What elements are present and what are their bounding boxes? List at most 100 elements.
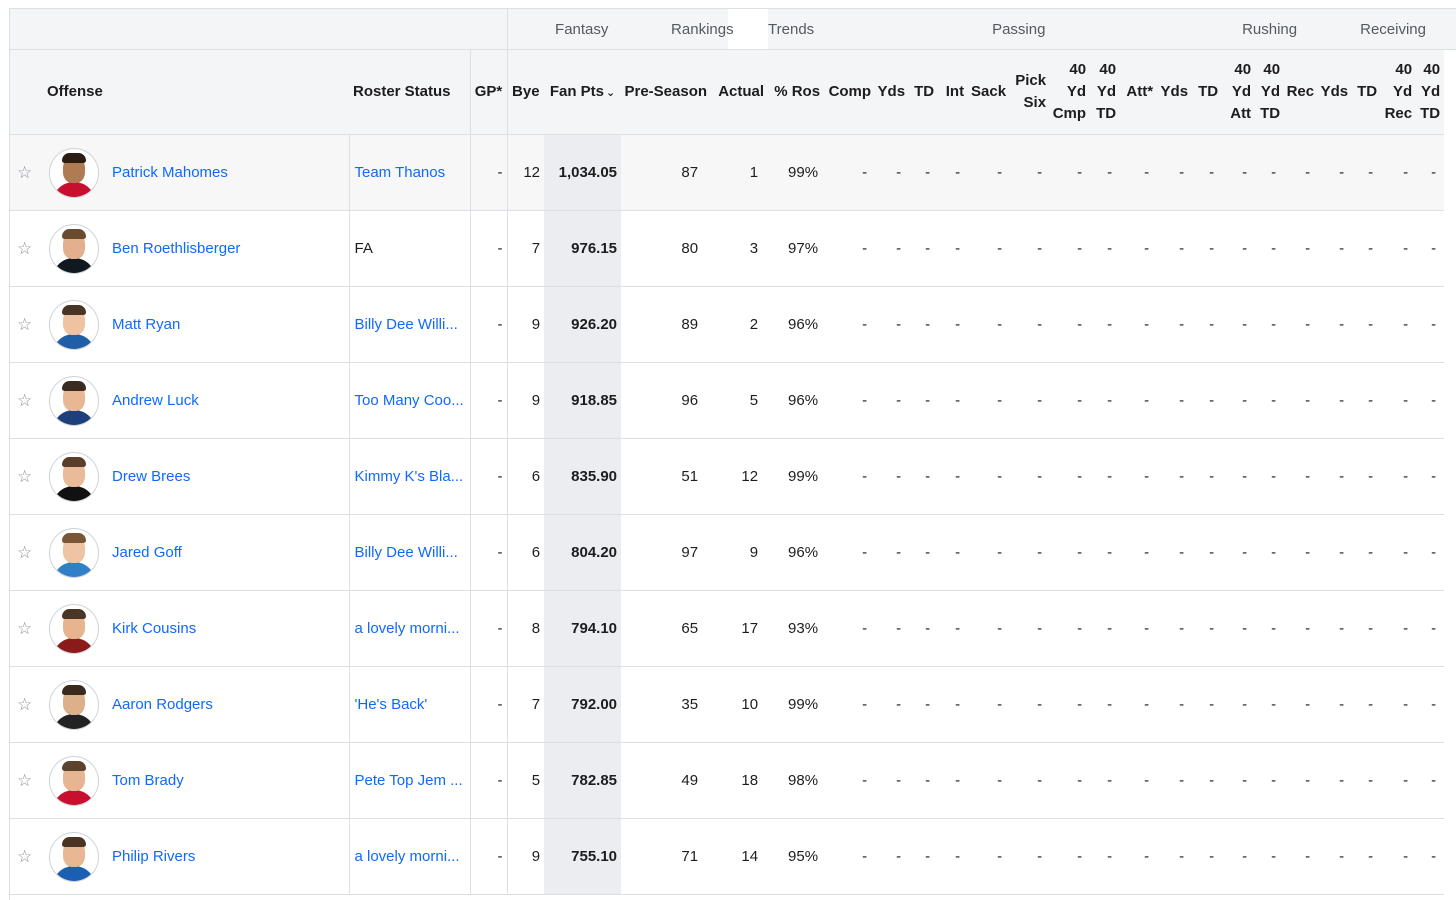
roster-status-link[interactable]: a lovely morni...	[354, 848, 460, 865]
col-comp[interactable]: Comp	[824, 49, 876, 135]
col-rush-40-td[interactable]: 40 Yd TD	[1255, 49, 1285, 135]
avatar-jersey	[52, 485, 96, 501]
player-name-link[interactable]: Ben Roethlisberger	[112, 240, 241, 257]
player-avatar[interactable]	[49, 527, 99, 578]
star-icon[interactable]: ☆	[17, 162, 33, 182]
fan-pts-cell: 782.85	[544, 742, 622, 819]
roster-status-link[interactable]: Pete Top Jem ...	[354, 772, 463, 789]
rec-td-cell: -	[1352, 134, 1382, 211]
player-name-link[interactable]: Matt Ryan	[112, 316, 181, 333]
col-rec-td[interactable]: TD	[1352, 49, 1382, 135]
player-name-link[interactable]: Kirk Cousins	[112, 620, 197, 637]
rec-40-rec-cell: -	[1381, 590, 1417, 667]
gp-cell: -	[469, 742, 508, 819]
roster-status-link[interactable]: Billy Dee Willi...	[354, 544, 458, 561]
pre-season-cell: 49	[621, 742, 712, 819]
pass-yds-cell: -	[875, 210, 910, 287]
rush-40-td-cell: -	[1255, 514, 1285, 591]
player-avatar[interactable]	[49, 451, 99, 502]
col-sack[interactable]: Sack	[968, 49, 1011, 135]
col-rush-td[interactable]: TD	[1192, 49, 1223, 135]
col-int[interactable]: Int	[938, 49, 969, 135]
player-name-link[interactable]: Jared Goff	[112, 544, 182, 561]
player-name-link[interactable]: Patrick Mahomes	[112, 164, 228, 181]
col-rush-40-att[interactable]: 40 Yd Att	[1222, 49, 1256, 135]
rec-40-rec-cell: -	[1381, 742, 1417, 819]
roster-status-link[interactable]: Kimmy K's Bla...	[354, 468, 464, 485]
player-name-link[interactable]: Aaron Rodgers	[112, 696, 213, 713]
player-avatar[interactable]	[49, 755, 99, 806]
col-rec-40-rec[interactable]: 40 Yd Rec	[1381, 49, 1417, 135]
col-rec[interactable]: Rec	[1284, 49, 1319, 135]
player-avatar[interactable]	[49, 603, 99, 654]
rush-att-cell: -	[1120, 590, 1158, 667]
rec-yds-cell: -	[1318, 514, 1353, 591]
gp-cell: -	[469, 210, 508, 287]
rec-yds-cell: -	[1318, 134, 1353, 211]
col-roster-status[interactable]: Roster Status	[349, 49, 470, 135]
player-avatar[interactable]	[49, 831, 99, 882]
col-offense[interactable]: Offense	[10, 49, 349, 135]
roster-status-link[interactable]: Billy Dee Willi...	[354, 316, 458, 333]
col-pass-td[interactable]: TD	[909, 49, 939, 135]
col-fan-pts-label: Fan Pts	[549, 82, 605, 100]
actual-cell: 12	[711, 438, 769, 515]
star-icon[interactable]: ☆	[17, 770, 33, 790]
gp-cell: -	[469, 286, 508, 363]
roster-status-link[interactable]: Too Many Coo...	[354, 392, 464, 409]
rush-yds-cell: -	[1157, 590, 1193, 667]
roster-status-link[interactable]: 'He's Back'	[354, 696, 428, 713]
star-icon[interactable]: ☆	[17, 618, 33, 638]
player-avatar[interactable]	[49, 147, 99, 198]
pass-40-cmp-cell: -	[1050, 742, 1091, 819]
col-fan-pts[interactable]: Fan Pts ⌄	[544, 49, 622, 135]
col-pct-ros[interactable]: % Ros	[768, 49, 825, 135]
player-avatar[interactable]	[49, 375, 99, 426]
col-bye[interactable]: Bye	[506, 49, 545, 135]
pass-yds-cell: -	[875, 286, 910, 363]
col-pre-season[interactable]: Pre-Season	[621, 49, 712, 135]
player-avatar[interactable]	[49, 223, 99, 274]
col-rec-yds[interactable]: Yds	[1318, 49, 1353, 135]
star-icon[interactable]: ☆	[17, 466, 33, 486]
star-icon[interactable]: ☆	[17, 846, 33, 866]
col-rec-40-td[interactable]: 40 Yd TD	[1416, 49, 1445, 135]
col-pick-six[interactable]: Pick Six	[1010, 49, 1051, 135]
ros-cell: 99%	[768, 666, 825, 743]
gp-cell: -	[469, 134, 508, 211]
player-name-link[interactable]: Philip Rivers	[112, 848, 196, 865]
pass-td-cell: -	[909, 818, 939, 895]
group-header-rankings: Rankings	[671, 9, 734, 50]
gp-cell: -	[469, 590, 508, 667]
roster-status-link[interactable]: a lovely morni...	[354, 620, 460, 637]
col-pass-yds[interactable]: Yds	[875, 49, 910, 135]
col-rush-yds[interactable]: Yds	[1157, 49, 1193, 135]
rec-cell: -	[1284, 438, 1319, 515]
group-header-blank	[10, 9, 508, 50]
col-rush-att[interactable]: Att*	[1120, 49, 1158, 135]
star-icon[interactable]: ☆	[17, 542, 33, 562]
col-pass-40-td[interactable]: 40 Yd TD	[1090, 49, 1121, 135]
player-name-link[interactable]: Andrew Luck	[112, 392, 199, 409]
rec-40-rec-cell: -	[1381, 210, 1417, 287]
rush-40-td-cell: -	[1255, 818, 1285, 895]
roster-status-link[interactable]: Team Thanos	[354, 164, 446, 181]
star-icon[interactable]: ☆	[17, 314, 33, 334]
player-name-link[interactable]: Tom Brady	[112, 772, 184, 789]
rec-td-cell: -	[1352, 818, 1382, 895]
player-avatar[interactable]	[49, 299, 99, 350]
rec-yds-cell: -	[1318, 438, 1353, 515]
pass-td-cell: -	[909, 362, 939, 439]
rec-yds-cell: -	[1318, 210, 1353, 287]
player-avatar[interactable]	[49, 679, 99, 730]
col-gp[interactable]: GP*	[469, 49, 508, 135]
player-name-link[interactable]: Drew Brees	[112, 468, 191, 485]
col-actual[interactable]: Actual	[711, 49, 769, 135]
star-icon[interactable]: ☆	[17, 238, 33, 258]
gp-cell: -	[469, 666, 508, 743]
col-pass-40-cmp[interactable]: 40 Yd Cmp	[1050, 49, 1091, 135]
rec-yds-cell: -	[1318, 666, 1353, 743]
star-icon[interactable]: ☆	[17, 390, 33, 410]
star-icon[interactable]: ☆	[17, 694, 33, 714]
player-row: ☆ Ben Roethlisberger FA -7 976.15 80 3 97% - - - - -…	[10, 210, 1456, 287]
